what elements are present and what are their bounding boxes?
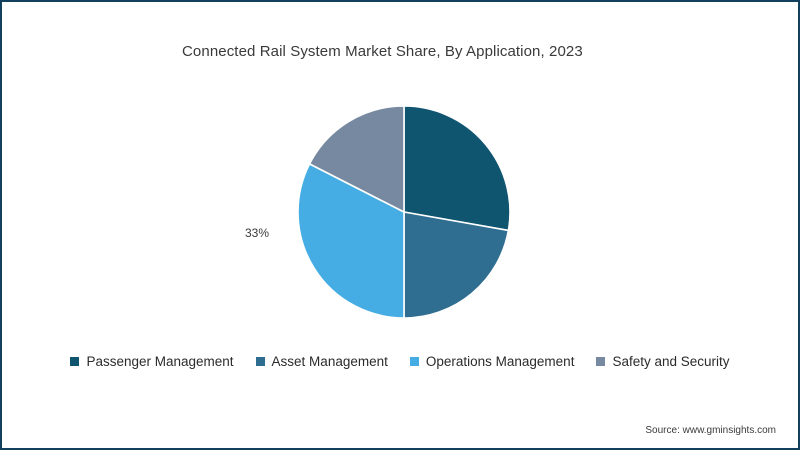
pie-slice-asset-management[interactable]	[403, 211, 510, 319]
legend-item-asset-management[interactable]: Asset Management	[255, 354, 388, 369]
pie-slice-group	[297, 105, 511, 319]
legend-item-passenger-management[interactable]: Passenger Management	[70, 354, 234, 369]
legend-item-label: Safety and Security	[612, 354, 730, 369]
legend-item-label: Asset Management	[271, 354, 388, 369]
legend-swatch-icon	[409, 357, 419, 366]
legend-item-safety-and-security[interactable]: Safety and Security	[596, 354, 730, 369]
legend-swatch-icon	[255, 357, 265, 366]
source-note: Source: www.gminsights.com	[645, 425, 776, 436]
chart-legend: Passenger Management Asset Management Oper…	[0, 354, 800, 369]
legend-swatch-icon	[70, 357, 80, 366]
pie-slice-operations-management[interactable]	[297, 162, 405, 319]
pie-data-label-operations-management: 33%	[244, 226, 270, 240]
legend-item-label: Operations Management	[425, 354, 575, 369]
legend-item-operations-management[interactable]: Operations Management	[409, 354, 575, 369]
pie-slice-passenger-management[interactable]	[403, 105, 511, 232]
legend-swatch-icon	[596, 357, 606, 366]
pie-svg	[297, 105, 511, 319]
pie-slice-safety-and-security[interactable]	[308, 105, 405, 214]
pie-chart	[296, 104, 512, 320]
legend-item-label: Passenger Management	[86, 354, 234, 369]
page-title: Connected Rail System Market Share, By A…	[182, 43, 583, 60]
